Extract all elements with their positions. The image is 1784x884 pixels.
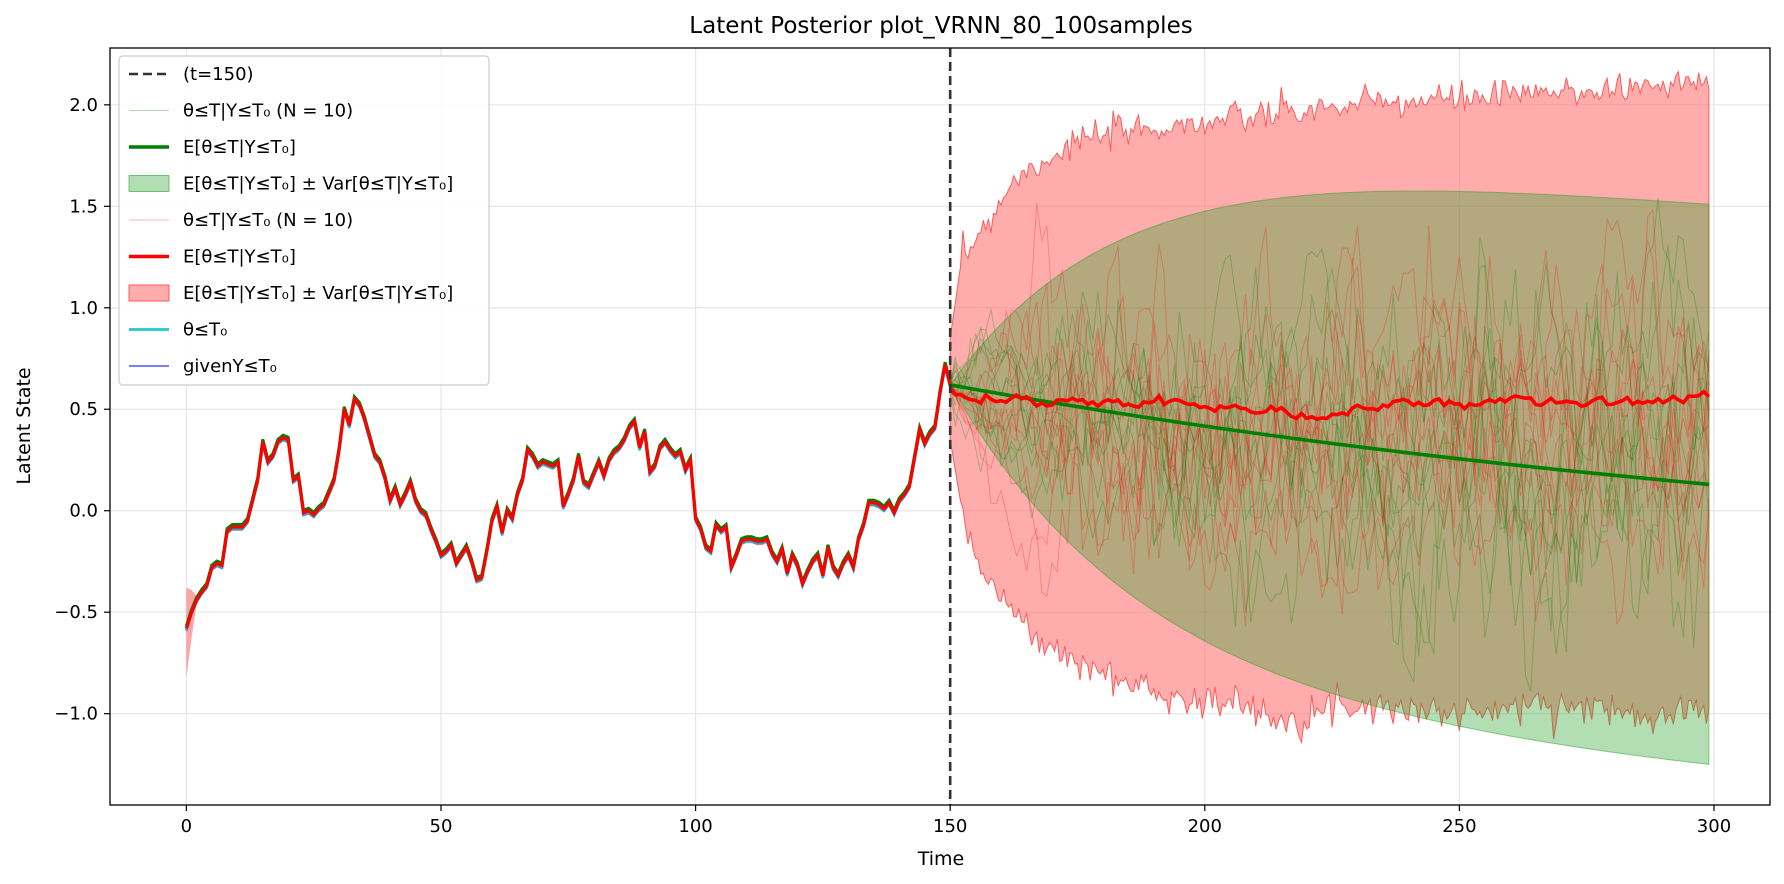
legend-handle	[128, 284, 170, 302]
green-variance-band	[949, 190, 1710, 765]
green-sample-path	[949, 281, 1710, 646]
y-tick-label: −1.0	[54, 704, 98, 725]
red-sample-path	[949, 344, 1710, 625]
legend-label: givenY≤T₀	[183, 356, 277, 377]
green-sample-path	[949, 197, 1710, 570]
y-tick-label: 2.0	[69, 95, 98, 116]
chart-title: Latent Posterior plot_VRNN_80_100samples	[689, 13, 1192, 39]
y-tick-label: 1.5	[69, 196, 98, 217]
y-tick-label: 0.5	[69, 399, 98, 420]
legend-label: E[θ≤T|Y≤T₀] ± Var[θ≤T|Y≤T₀]	[183, 283, 453, 304]
red-sample-path	[949, 345, 1710, 627]
green-sample-path	[949, 244, 1710, 692]
legend-label: E[θ≤T|Y≤T₀]	[183, 247, 296, 268]
plot-frame	[109, 47, 1771, 806]
x-tick-label: 300	[1697, 816, 1731, 837]
lines	[184, 48, 1711, 805]
green-mean-line	[949, 383, 1710, 487]
red-observed-mean	[184, 364, 952, 629]
red-sample-path	[949, 309, 1710, 615]
green-sample-path	[949, 295, 1710, 623]
legend-label: E[θ≤T|Y≤T₀]	[183, 137, 296, 158]
legend-box	[118, 55, 490, 386]
legend-label: E[θ≤T|Y≤T₀] ± Var[θ≤T|Y≤T₀]	[183, 174, 453, 195]
bands	[186, 70, 1710, 765]
legend-label: (t=150)	[183, 64, 254, 85]
legend-label: θ≤T|Y≤T₀ (N = 10)	[183, 210, 353, 231]
x-tick-label: 150	[933, 816, 967, 837]
red-sample-path	[949, 202, 1710, 487]
green-sample-path	[949, 304, 1710, 653]
red-sample-path	[949, 279, 1710, 599]
y-tick-label: 0.0	[69, 501, 98, 522]
red-sample-path	[949, 208, 1710, 509]
legend-handle	[128, 175, 170, 192]
x-tick-label: 0	[181, 816, 192, 837]
red-sample-path	[949, 257, 1710, 586]
x-ticks: 0 50 100 150 200 250 300	[181, 805, 1731, 837]
legend-label: θ≤T₀	[183, 320, 227, 341]
x-tick-label: 50	[430, 816, 453, 837]
red-sample-path	[949, 344, 1710, 622]
green-sample-path	[949, 264, 1710, 655]
green-sample-path	[949, 263, 1710, 683]
observed-red-band	[186, 360, 951, 678]
legend: (t=150) θ≤T|Y≤T₀ (N = 10) E[θ≤T|Y≤T₀] E[θ≤T…	[118, 55, 490, 386]
samples	[949, 197, 1710, 692]
y-tick-label: −0.5	[54, 602, 98, 623]
x-tick-label: 250	[1442, 816, 1476, 837]
x-tick-label: 100	[678, 816, 712, 837]
y-axis-label: Latent State	[13, 367, 35, 484]
x-axis-label: Time	[917, 848, 965, 870]
x-tick-label: 200	[1188, 816, 1222, 837]
y-ticks: −1.0 −0.5 0.0 0.5 1.0 1.5 2.0	[54, 95, 110, 725]
green-sample-path	[949, 236, 1710, 576]
legend-label: θ≤T|Y≤T₀ (N = 10)	[183, 101, 353, 122]
y-tick-label: 1.0	[69, 298, 98, 319]
red-mean-line	[948, 387, 1711, 422]
red-sample-path	[949, 295, 1710, 533]
green-sample-path	[949, 299, 1710, 628]
